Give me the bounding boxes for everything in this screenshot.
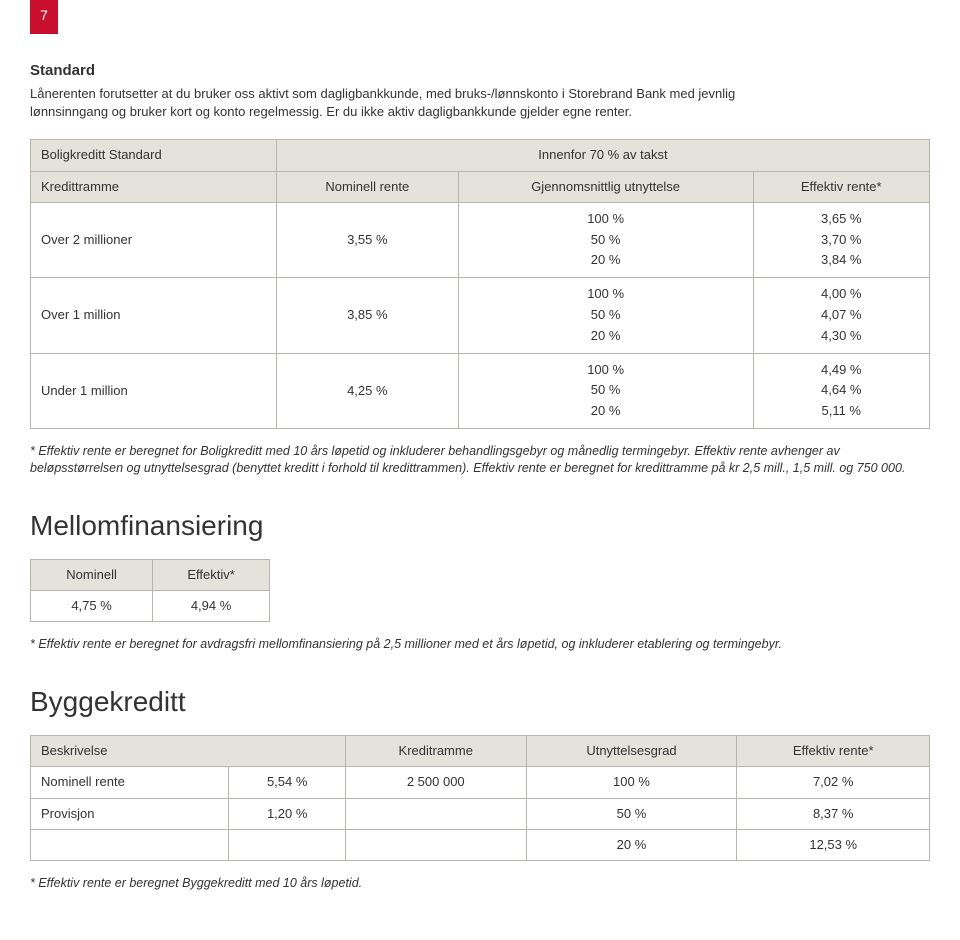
standard-heading: Standard xyxy=(30,60,930,81)
mellom-nominell: 4,75 % xyxy=(31,591,153,622)
bygge-footnote: * Effektiv rente er beregnet Byggekredit… xyxy=(30,875,910,893)
row-utnyttelse: 100 % 50 % 20 % xyxy=(458,353,753,428)
row-ramme: 2 500 000 xyxy=(345,767,526,798)
row-nominell: 3,55 % xyxy=(276,202,458,277)
mellom-col-nominell: Nominell xyxy=(31,560,153,591)
row-ut: 50 % xyxy=(526,798,737,829)
mellom-footnote: * Effektiv rente er beregnet for avdrags… xyxy=(30,636,910,654)
table-caption-right: Innenfor 70 % av takst xyxy=(276,140,929,171)
col-effektiv: Effektiv rente* xyxy=(753,171,930,202)
row-eff: 7,02 % xyxy=(737,767,930,798)
row-pct: 1,20 % xyxy=(229,798,345,829)
col-effektiv: Effektiv rente* xyxy=(737,736,930,767)
row-effektiv: 4,49 % 4,64 % 5,11 % xyxy=(753,353,930,428)
mellom-heading: Mellomfinansiering xyxy=(30,506,930,545)
col-kredittramme: Kredittramme xyxy=(31,171,277,202)
standard-footnote: * Effektiv rente er beregnet for Boligkr… xyxy=(30,443,910,478)
row-ramme xyxy=(345,798,526,829)
row-ramme xyxy=(345,829,526,860)
table-row: Under 1 million 4,25 % 100 % 50 % 20 % 4… xyxy=(31,353,930,428)
row-effektiv: 4,00 % 4,07 % 4,30 % xyxy=(753,278,930,353)
page-number-tab: 7 xyxy=(30,0,58,34)
row-label xyxy=(31,829,229,860)
col-utnyttelse: Utnyttelsesgrad xyxy=(526,736,737,767)
row-label: Under 1 million xyxy=(31,353,277,428)
table-row: Over 2 millioner 3,55 % 100 % 50 % 20 % … xyxy=(31,202,930,277)
table-caption-left: Boligkreditt Standard xyxy=(31,140,277,171)
table-row: 20 % 12,53 % xyxy=(31,829,930,860)
row-label: Over 1 million xyxy=(31,278,277,353)
col-beskrivelse: Beskrivelse xyxy=(31,736,346,767)
bygge-heading: Byggekreditt xyxy=(30,682,930,721)
col-nominell: Nominell rente xyxy=(276,171,458,202)
row-label: Provisjon xyxy=(31,798,229,829)
mellom-table: Nominell Effektiv* 4,75 % 4,94 % xyxy=(30,559,270,622)
row-effektiv: 3,65 % 3,70 % 3,84 % xyxy=(753,202,930,277)
table-row: 4,75 % 4,94 % xyxy=(31,591,270,622)
mellom-effektiv: 4,94 % xyxy=(153,591,270,622)
row-label: Nominell rente xyxy=(31,767,229,798)
boligkreditt-table: Boligkreditt Standard Innenfor 70 % av t… xyxy=(30,139,930,429)
row-pct: 5,54 % xyxy=(229,767,345,798)
row-eff: 8,37 % xyxy=(737,798,930,829)
table-row: Nominell rente 5,54 % 2 500 000 100 % 7,… xyxy=(31,767,930,798)
mellom-col-effektiv: Effektiv* xyxy=(153,560,270,591)
row-utnyttelse: 100 % 50 % 20 % xyxy=(458,202,753,277)
row-ut: 100 % xyxy=(526,767,737,798)
table-row: Provisjon 1,20 % 50 % 8,37 % xyxy=(31,798,930,829)
page-content: Standard Lånerenten forutsetter at du br… xyxy=(30,0,930,892)
row-nominell: 3,85 % xyxy=(276,278,458,353)
row-ut: 20 % xyxy=(526,829,737,860)
row-nominell: 4,25 % xyxy=(276,353,458,428)
table-row: Over 1 million 3,85 % 100 % 50 % 20 % 4,… xyxy=(31,278,930,353)
col-utnyttelse: Gjennomsnittlig utnyttelse xyxy=(458,171,753,202)
row-pct xyxy=(229,829,345,860)
row-eff: 12,53 % xyxy=(737,829,930,860)
standard-intro: Lånerenten forutsetter at du bruker oss … xyxy=(30,85,790,121)
row-label: Over 2 millioner xyxy=(31,202,277,277)
col-kreditramme: Kreditramme xyxy=(345,736,526,767)
bygge-table: Beskrivelse Kreditramme Utnyttelsesgrad … xyxy=(30,735,930,861)
row-utnyttelse: 100 % 50 % 20 % xyxy=(458,278,753,353)
